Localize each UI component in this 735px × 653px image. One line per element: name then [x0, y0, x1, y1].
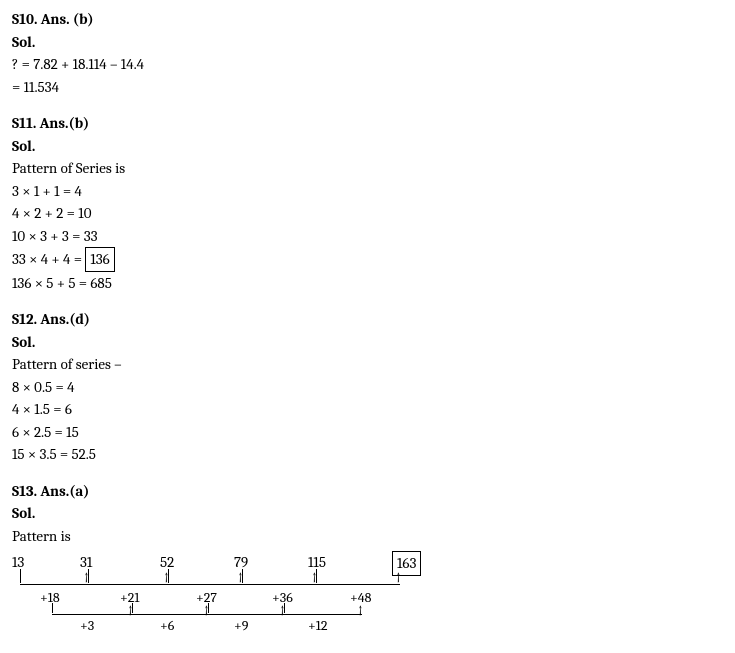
- arrow-up-icon: [396, 566, 408, 584]
- s12-line3: 4 × 1.5 = 6: [12, 398, 723, 421]
- s11-line3: 4 × 2 + 2 = 10: [12, 202, 723, 225]
- s12-line5: 15 × 3.5 = 52.5: [12, 443, 723, 466]
- s12-line1: Pattern of series –: [12, 353, 723, 376]
- s11-block: S11. Ans.(b) Sol. Pattern of Series is 3…: [12, 112, 723, 294]
- arrow-up-icon: [84, 566, 96, 584]
- s11-sol: Sol.: [12, 135, 723, 158]
- first-diff: +18: [40, 587, 60, 608]
- s12-line2: 8 × 0.5 = 4: [12, 376, 723, 399]
- s12-block: S12. Ans.(d) Sol. Pattern of series – 8 …: [12, 308, 723, 466]
- second-diff: +6: [160, 615, 174, 636]
- arrow-up-icon: [312, 566, 324, 584]
- s11-line5a: 33 × 4 + 4 =: [12, 250, 85, 268]
- series-diagram: 13315279115163+18+21+27+36+48+3+6+9+12: [12, 551, 432, 631]
- s12-sol: Sol.: [12, 331, 723, 354]
- s13-line1: Pattern is: [12, 525, 723, 548]
- s12-line4: 6 × 2.5 = 15: [12, 421, 723, 444]
- s10-line1: ? = 7.82 + 18.114 – 14.4: [12, 53, 723, 76]
- s11-line4: 10 × 3 + 3 = 33: [12, 225, 723, 248]
- s11-line6: 136 × 5 + 5 = 685: [12, 272, 723, 295]
- s11-line2: 3 × 1 + 1 = 4: [12, 180, 723, 203]
- s11-header: S11. Ans.(b): [12, 112, 723, 135]
- s12-header: S12. Ans.(d): [12, 308, 723, 331]
- s11-line1: Pattern of Series is: [12, 157, 723, 180]
- arrow-up-icon: [358, 599, 370, 617]
- s10-header: S10. Ans. (b): [12, 8, 723, 31]
- second-diff: +9: [234, 615, 248, 636]
- s11-boxed-answer: 136: [85, 247, 114, 272]
- s10-sol: Sol.: [12, 31, 723, 54]
- s10-line2: = 11.534: [12, 76, 723, 99]
- s13-header: S13. Ans.(a): [12, 480, 723, 503]
- s13-block: S13. Ans.(a) Sol. Pattern is 13315279115…: [12, 480, 723, 632]
- s11-line5: 33 × 4 + 4 = 136: [12, 247, 723, 272]
- arrow-up-icon: [238, 566, 250, 584]
- arrow-up-icon: [164, 566, 176, 584]
- s13-sol: Sol.: [12, 502, 723, 525]
- s10-block: S10. Ans. (b) Sol. ? = 7.82 + 18.114 – 1…: [12, 8, 723, 98]
- second-diff: +3: [80, 615, 94, 636]
- series-number: 13: [12, 551, 24, 574]
- second-diff: +12: [308, 615, 327, 636]
